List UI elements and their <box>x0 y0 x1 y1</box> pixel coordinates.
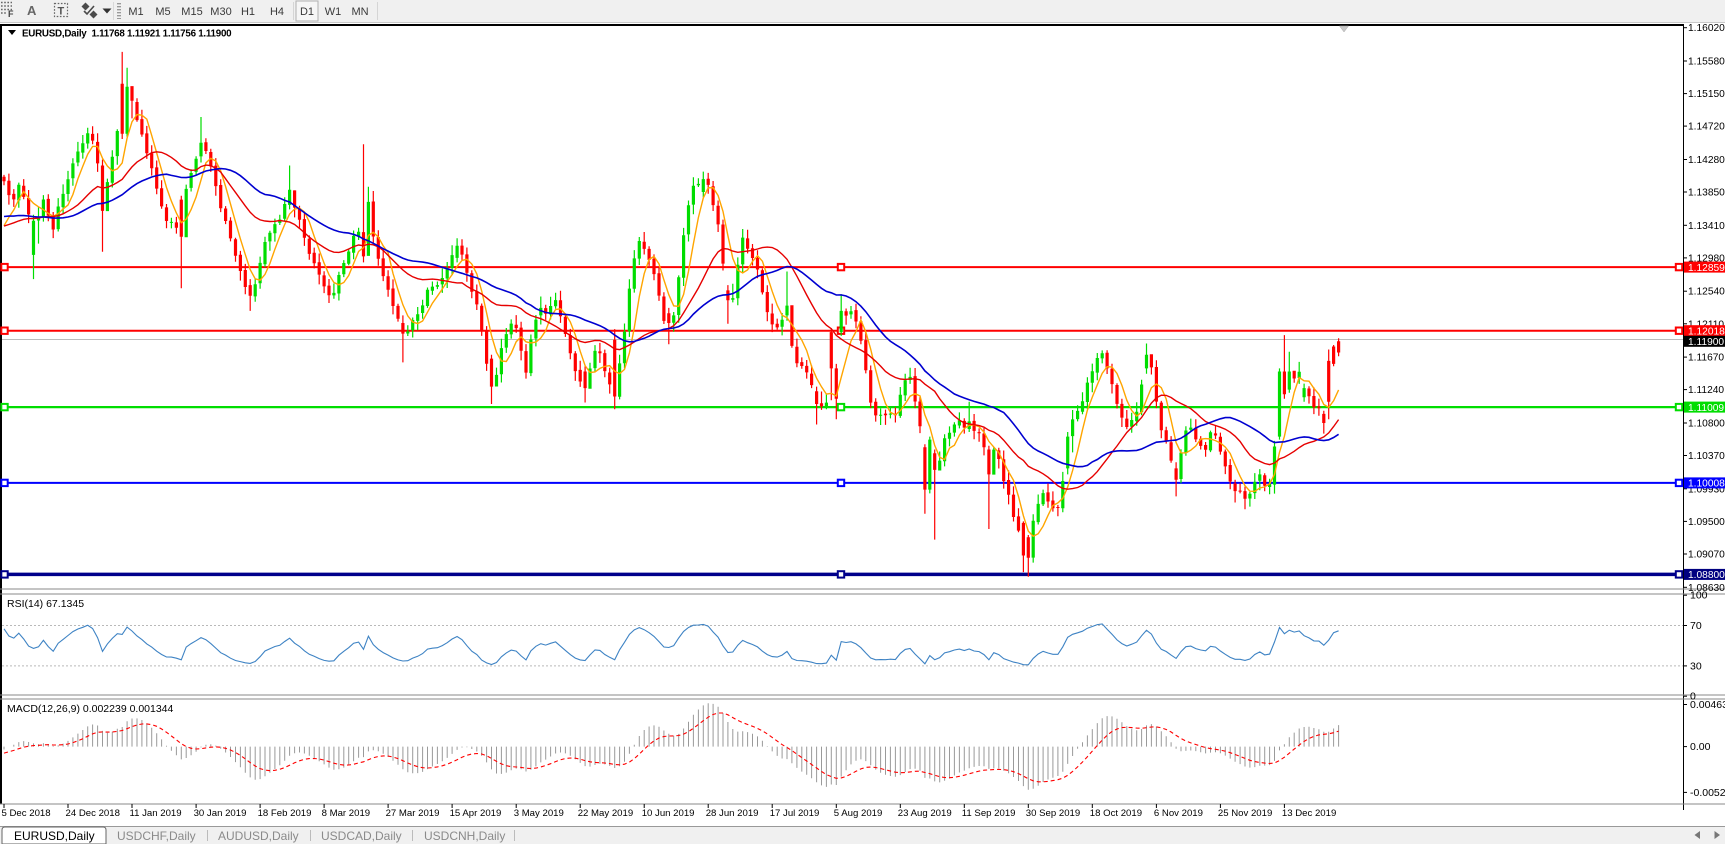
svg-text:AUDUSD,Daily: AUDUSD,Daily <box>218 829 299 843</box>
svg-text:11 Jan 2019: 11 Jan 2019 <box>130 808 182 819</box>
svg-text:10 Jun 2019: 10 Jun 2019 <box>642 808 695 819</box>
svg-text:USDCHF,Daily: USDCHF,Daily <box>117 829 196 843</box>
svg-text:22 May 2019: 22 May 2019 <box>578 808 633 819</box>
svg-text:6 Nov 2019: 6 Nov 2019 <box>1154 808 1203 819</box>
svg-text:T: T <box>58 6 65 18</box>
svg-text:30: 30 <box>1690 660 1702 672</box>
svg-text:A: A <box>27 3 37 18</box>
svg-text:M1: M1 <box>128 6 143 18</box>
svg-text:1.11670: 1.11670 <box>1688 353 1724 364</box>
svg-text:1.11009: 1.11009 <box>1688 403 1724 414</box>
svg-text:D1: D1 <box>300 6 314 18</box>
svg-text:3 May 2019: 3 May 2019 <box>514 808 564 819</box>
svg-text:M30: M30 <box>210 6 231 18</box>
svg-text:EURUSD,Daily 1.11768 1.11921: EURUSD,Daily 1.11768 1.11921 1.11756 1.1… <box>22 29 232 40</box>
svg-text:1.12859: 1.12859 <box>1688 263 1725 274</box>
svg-text:30 Jan 2019: 30 Jan 2019 <box>194 808 247 819</box>
svg-text:27 Mar 2019: 27 Mar 2019 <box>386 808 440 819</box>
svg-text:1.13850: 1.13850 <box>1688 188 1725 199</box>
svg-text:1.08630: 1.08630 <box>1688 583 1725 594</box>
svg-text:EURUSD,Daily: EURUSD,Daily <box>14 829 95 843</box>
svg-text:1.11900: 1.11900 <box>1688 337 1724 348</box>
svg-text:100: 100 <box>1690 590 1708 602</box>
svg-text:0: 0 <box>1690 691 1696 703</box>
svg-text:1.14720: 1.14720 <box>1688 122 1725 133</box>
svg-text:1.09500: 1.09500 <box>1688 517 1725 528</box>
svg-text:1.13410: 1.13410 <box>1688 221 1725 232</box>
svg-text:RSI(14) 67.1345: RSI(14) 67.1345 <box>7 598 84 610</box>
svg-text:25 Nov 2019: 25 Nov 2019 <box>1218 808 1272 819</box>
svg-text:23 Aug 2019: 23 Aug 2019 <box>898 808 952 819</box>
svg-text:F: F <box>8 9 14 19</box>
svg-text:H4: H4 <box>270 6 284 18</box>
svg-text:1.08800: 1.08800 <box>1688 570 1725 581</box>
svg-text:H1: H1 <box>241 6 255 18</box>
svg-text:70: 70 <box>1690 620 1702 632</box>
svg-text:18 Oct 2019: 18 Oct 2019 <box>1090 808 1142 819</box>
svg-text:1.12018: 1.12018 <box>1688 327 1725 338</box>
svg-text:1.12540: 1.12540 <box>1688 287 1725 298</box>
svg-text:5 Aug 2019: 5 Aug 2019 <box>834 808 883 819</box>
svg-text:1.12110: 1.12110 <box>1688 319 1724 330</box>
svg-text:1.10008: 1.10008 <box>1688 479 1725 490</box>
svg-text:5 Dec 2018: 5 Dec 2018 <box>2 808 51 819</box>
svg-text:MACD(12,26,9) 0.002239 0.00134: MACD(12,26,9) 0.002239 0.001344 <box>7 703 174 715</box>
svg-text:USDCNH,Daily: USDCNH,Daily <box>424 829 505 843</box>
svg-text:1.10370: 1.10370 <box>1688 451 1725 462</box>
svg-text:-0.005295: -0.005295 <box>1690 787 1725 799</box>
svg-text:0.00: 0.00 <box>1690 741 1711 753</box>
svg-text:28 Jun 2019: 28 Jun 2019 <box>706 808 759 819</box>
svg-text:1.16020: 1.16020 <box>1688 23 1725 34</box>
svg-text:W1: W1 <box>325 6 342 18</box>
svg-text:M15: M15 <box>181 6 202 18</box>
svg-text:18 Feb 2019: 18 Feb 2019 <box>258 808 312 819</box>
svg-text:17 Jul 2019: 17 Jul 2019 <box>770 808 820 819</box>
svg-text:USDCAD,Daily: USDCAD,Daily <box>321 829 402 843</box>
svg-text:1.09930: 1.09930 <box>1688 484 1725 495</box>
svg-text:24 Dec 2018: 24 Dec 2018 <box>66 808 120 819</box>
svg-text:30 Sep 2019: 30 Sep 2019 <box>1026 808 1080 819</box>
svg-text:1.15580: 1.15580 <box>1688 57 1725 68</box>
svg-text:1.14280: 1.14280 <box>1688 155 1725 166</box>
svg-text:0.00463: 0.00463 <box>1690 699 1725 711</box>
svg-text:M5: M5 <box>155 6 170 18</box>
svg-text:8 Mar 2019: 8 Mar 2019 <box>322 808 371 819</box>
svg-text:1.09070: 1.09070 <box>1688 550 1725 561</box>
svg-text:1.12980: 1.12980 <box>1688 253 1725 264</box>
svg-text:1.15150: 1.15150 <box>1688 89 1725 100</box>
svg-text:15 Apr 2019: 15 Apr 2019 <box>450 808 502 819</box>
svg-text:11 Sep 2019: 11 Sep 2019 <box>962 808 1016 819</box>
svg-text:MN: MN <box>351 6 368 18</box>
svg-text:13 Dec 2019: 13 Dec 2019 <box>1282 808 1336 819</box>
svg-text:1.10800: 1.10800 <box>1688 419 1725 430</box>
svg-text:1.11240: 1.11240 <box>1688 385 1724 396</box>
